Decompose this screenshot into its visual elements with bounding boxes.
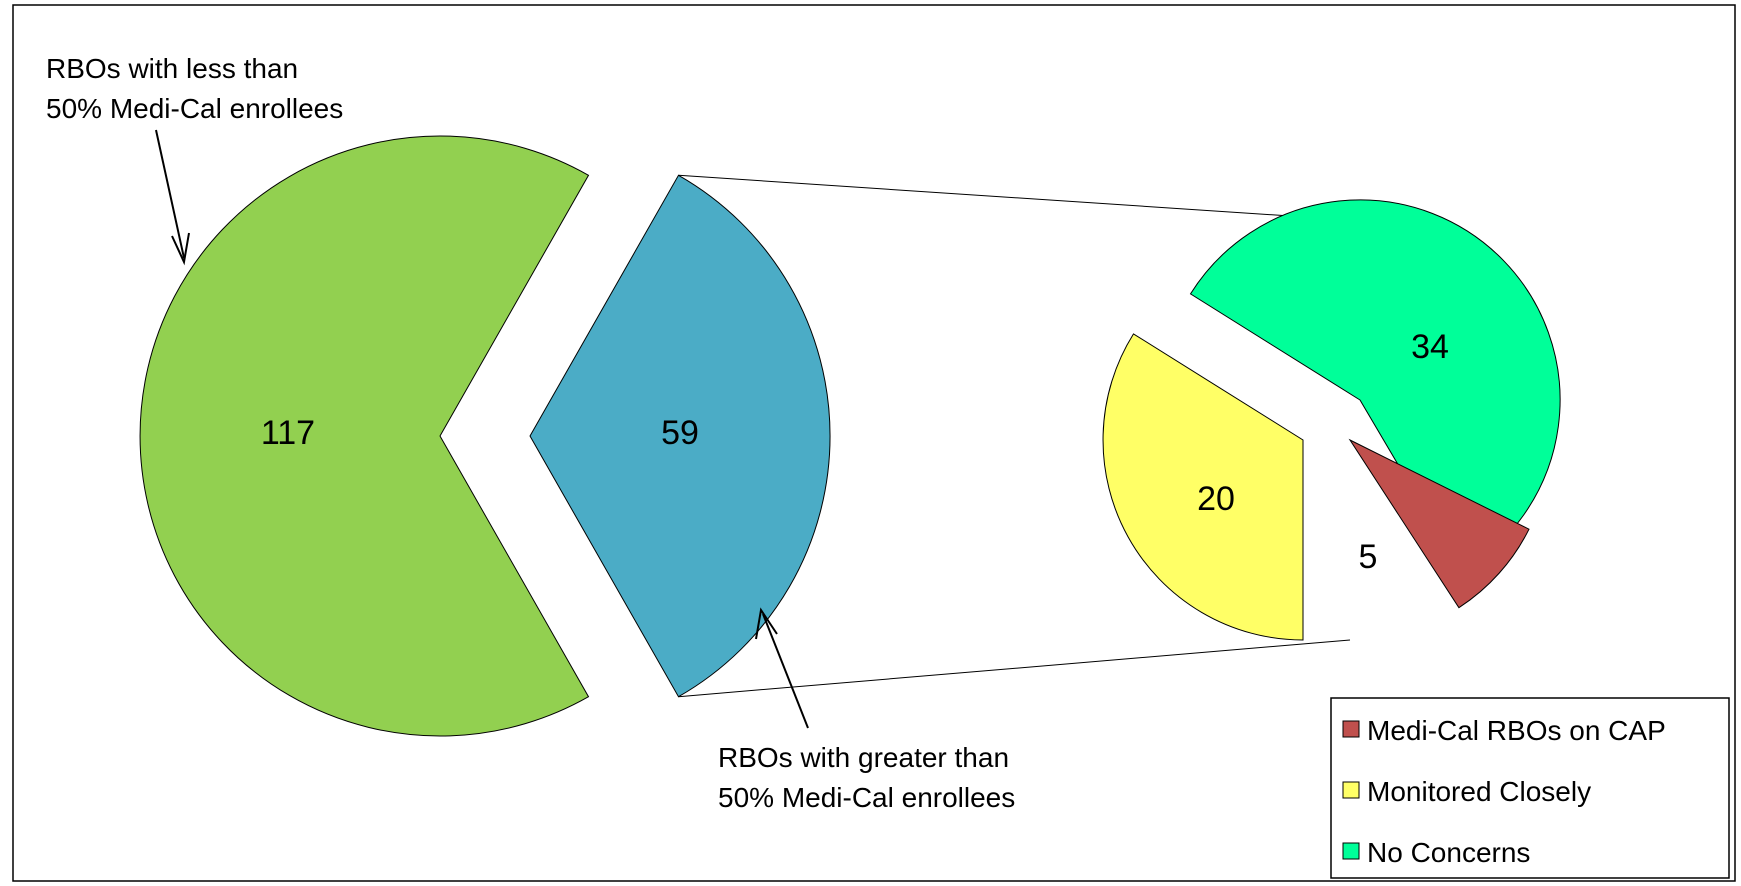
annotation-greater-than-line-2: 50% Medi-Cal enrollees bbox=[718, 782, 1015, 813]
pie-slice-on-cap bbox=[1348, 438, 1530, 609]
pie-slice-no-concerns bbox=[1189, 199, 1561, 573]
annotation-arrowhead-less-than bbox=[171, 232, 190, 266]
connector-line-bottom bbox=[678, 639, 1351, 698]
data-label-on-cap: 5 bbox=[1359, 538, 1378, 576]
annotation-arrowhead-greater-than bbox=[755, 607, 778, 640]
legend-label-monitored-closely: Monitored Closely bbox=[1367, 776, 1591, 807]
pie-slice-less-than-50 bbox=[139, 135, 590, 737]
legend-box bbox=[1330, 697, 1730, 879]
connector-line-top bbox=[678, 174, 1351, 221]
pie-slice-greater-than-50 bbox=[529, 174, 831, 698]
legend-swatch-on-cap bbox=[1342, 720, 1360, 738]
annotation-less-than-line-2: 50% Medi-Cal enrollees bbox=[46, 93, 343, 124]
data-label-less-than-50: 117 bbox=[261, 414, 315, 452]
annotation-greater-than-line-1: RBOs with greater than bbox=[718, 742, 1009, 773]
legend-label-on-cap: Medi-Cal RBOs on CAP bbox=[1367, 715, 1666, 746]
legend-swatch-no-concerns bbox=[1342, 842, 1360, 860]
annotation-less-than-line-1: RBOs with less than bbox=[46, 53, 298, 84]
legend-swatch-monitored-closely bbox=[1342, 781, 1360, 799]
data-label-greater-than-50: 59 bbox=[661, 414, 699, 452]
pie-slice-monitored-closely bbox=[1102, 333, 1304, 641]
legend: Medi-Cal RBOs on CAP Monitored Closely N… bbox=[1330, 697, 1730, 879]
legend-label-no-concerns: No Concerns bbox=[1367, 837, 1530, 868]
annotation-arrow-greater-than bbox=[762, 613, 809, 729]
data-label-no-concerns: 34 bbox=[1411, 328, 1449, 366]
data-label-monitored-closely: 20 bbox=[1197, 480, 1235, 518]
annotation-arrow-less-than bbox=[155, 129, 185, 259]
